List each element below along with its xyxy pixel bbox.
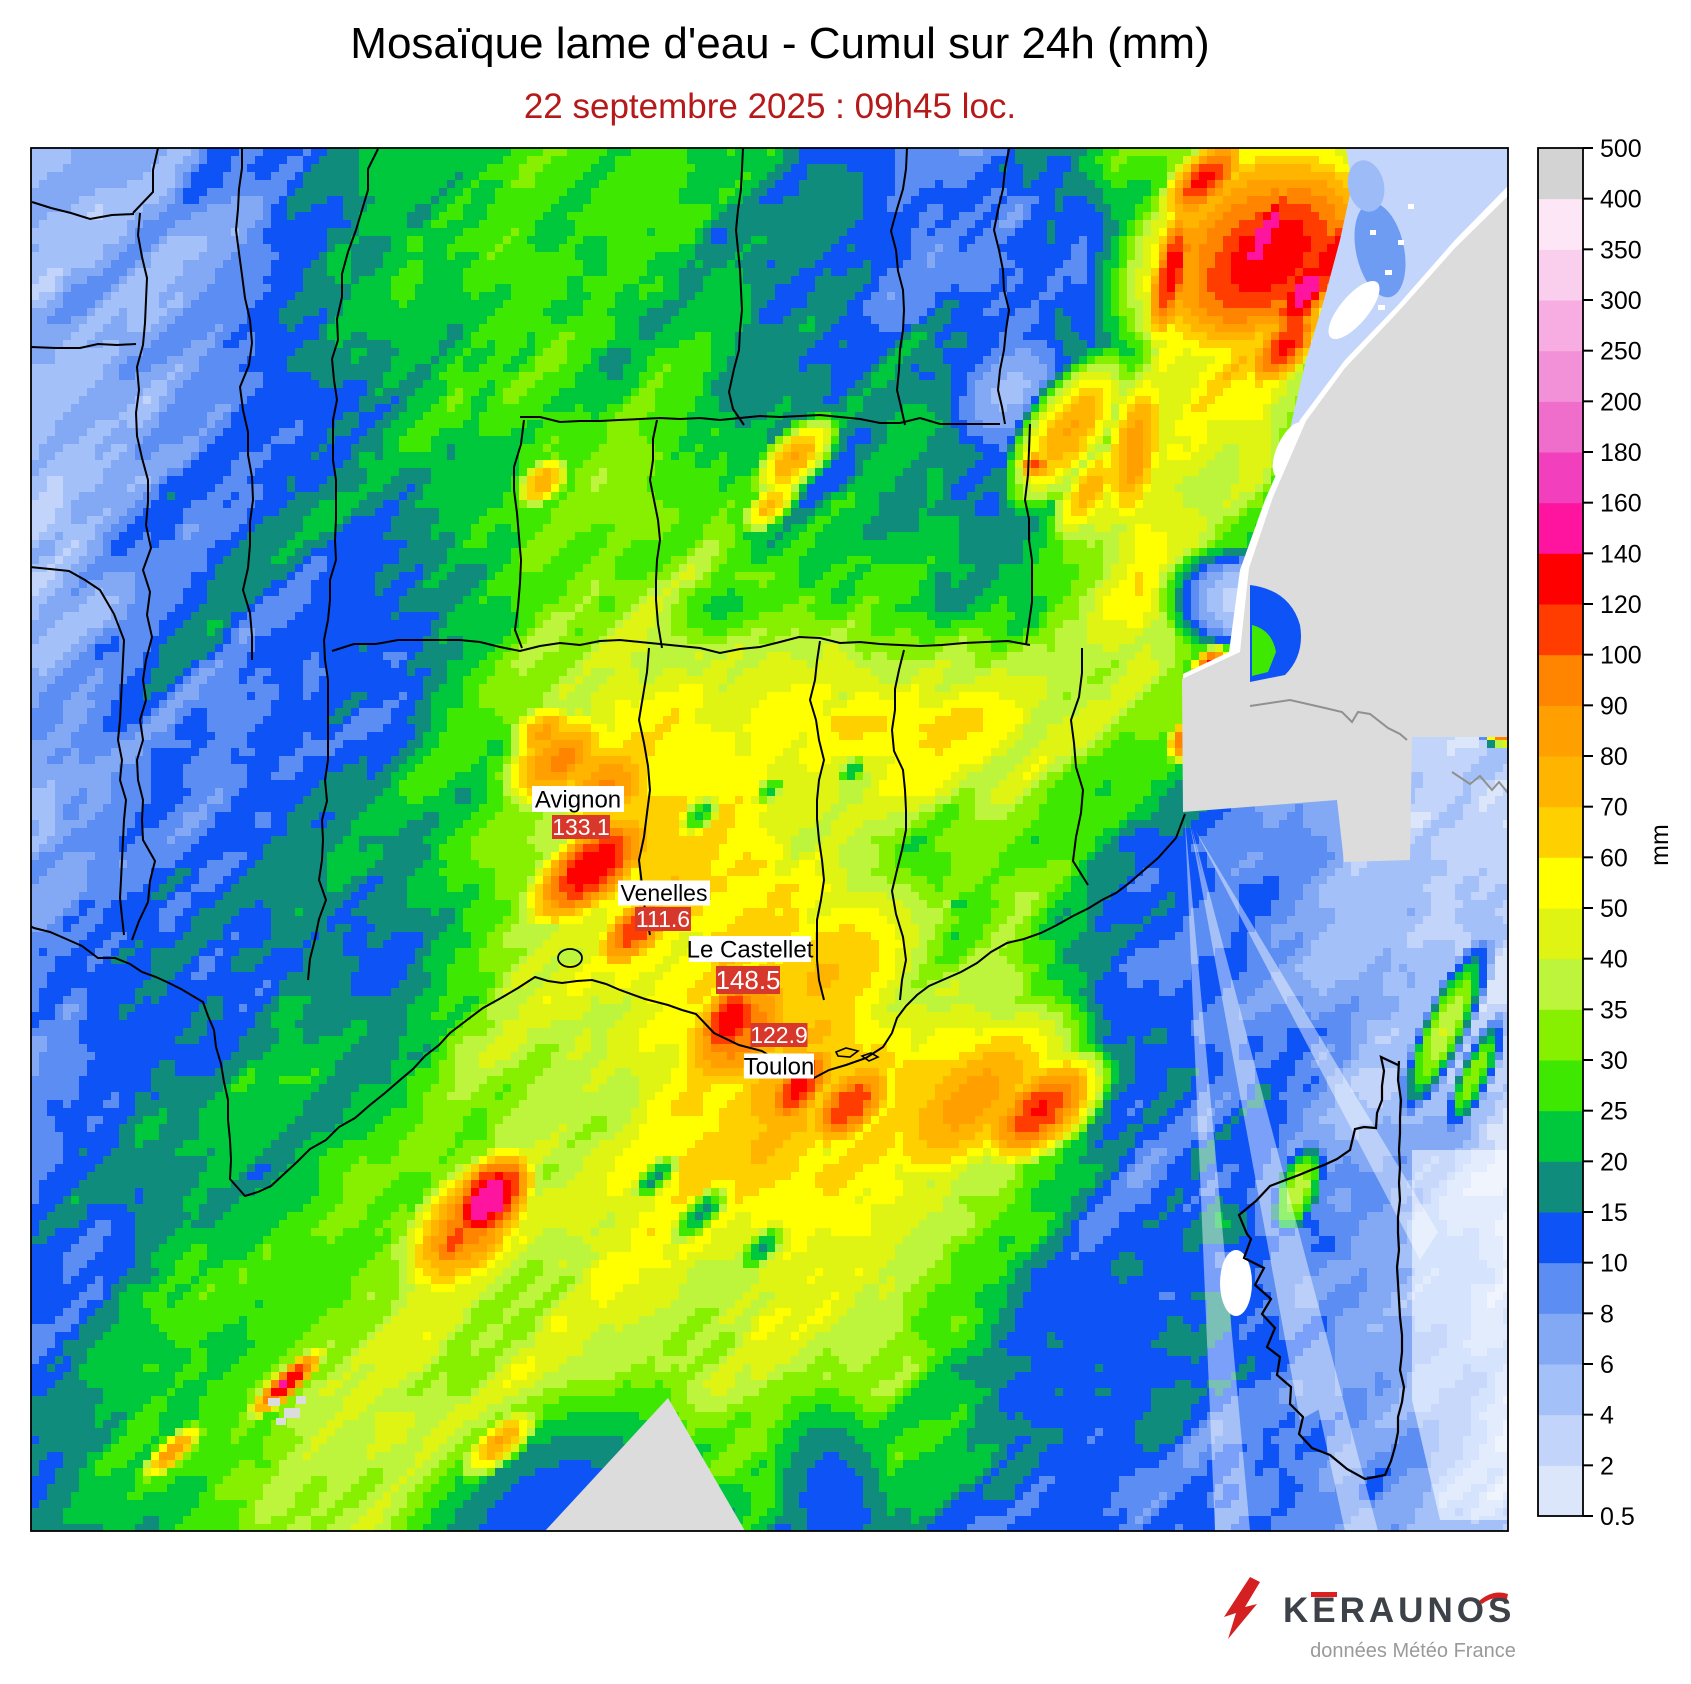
svg-text:KERAUNOS: KERAUNOS (1283, 1591, 1515, 1630)
svg-text:10: 10 (1600, 1250, 1628, 1278)
svg-text:Venelles: Venelles (621, 880, 708, 906)
svg-text:160: 160 (1600, 490, 1642, 518)
svg-text:35: 35 (1600, 996, 1628, 1024)
svg-text:100: 100 (1600, 642, 1642, 670)
svg-text:90: 90 (1600, 692, 1628, 720)
svg-text:80: 80 (1600, 743, 1628, 771)
svg-text:350: 350 (1600, 236, 1642, 264)
svg-text:8: 8 (1600, 1300, 1614, 1328)
svg-text:70: 70 (1600, 794, 1628, 822)
svg-text:4: 4 (1600, 1402, 1614, 1430)
svg-text:2: 2 (1600, 1452, 1614, 1480)
svg-text:0.5: 0.5 (1600, 1503, 1635, 1531)
svg-text:mm: mm (1646, 824, 1674, 866)
svg-text:Le Castellet: Le Castellet (687, 936, 814, 963)
svg-text:400: 400 (1600, 186, 1642, 214)
svg-text:200: 200 (1600, 388, 1642, 416)
svg-text:50: 50 (1600, 895, 1628, 923)
svg-text:données Météo France: données Météo France (1310, 1640, 1516, 1662)
svg-text:30: 30 (1600, 1047, 1628, 1075)
svg-text:300: 300 (1600, 287, 1642, 315)
svg-text:500: 500 (1600, 135, 1642, 163)
svg-text:148.5: 148.5 (715, 965, 780, 995)
svg-text:111.6: 111.6 (636, 906, 690, 932)
svg-text:122.9: 122.9 (750, 1022, 808, 1048)
svg-text:133.1: 133.1 (552, 814, 610, 840)
svg-text:180: 180 (1600, 439, 1642, 467)
svg-text:Mosaïque lame d'eau - Cumul su: Mosaïque lame d'eau - Cumul sur 24h (mm) (350, 19, 1209, 68)
svg-text:Avignon: Avignon (535, 786, 621, 813)
svg-text:22 septembre 2025 : 09h45 loc.: 22 septembre 2025 : 09h45 loc. (524, 87, 1016, 126)
svg-text:40: 40 (1600, 946, 1628, 974)
svg-text:Toulon: Toulon (744, 1053, 815, 1080)
svg-text:25: 25 (1600, 1098, 1628, 1126)
svg-text:120: 120 (1600, 591, 1642, 619)
svg-text:140: 140 (1600, 540, 1642, 568)
svg-text:6: 6 (1600, 1351, 1614, 1379)
svg-text:15: 15 (1600, 1199, 1628, 1227)
svg-text:60: 60 (1600, 844, 1628, 872)
svg-text:250: 250 (1600, 338, 1642, 366)
svg-text:20: 20 (1600, 1148, 1628, 1176)
